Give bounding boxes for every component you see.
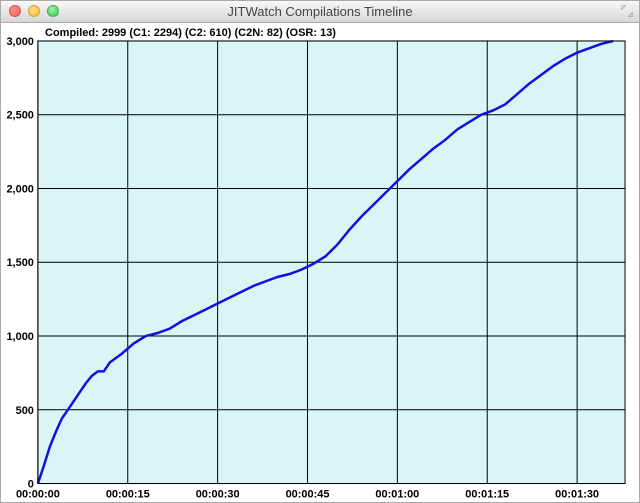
x-axis-labels: 00:00:00 00:00:15 00:00:30 00:00:45 00:01:00… bbox=[16, 488, 599, 500]
svg-text:1,500: 1,500 bbox=[6, 257, 33, 269]
svg-text:2,500: 2,500 bbox=[6, 109, 33, 121]
titlebar[interactable]: JITWatch Compilations Timeline bbox=[1, 1, 639, 23]
svg-text:1,000: 1,000 bbox=[6, 331, 33, 343]
chart-area: Compiled: 2999 (C1: 2294) (C2: 610) (C2N… bbox=[1, 23, 639, 502]
traffic-lights bbox=[1, 5, 59, 17]
y-axis-labels: 05001,0001,5002,0002,5003,000 bbox=[6, 35, 33, 490]
svg-text:00:00:15: 00:00:15 bbox=[106, 488, 150, 500]
svg-text:00:00:45: 00:00:45 bbox=[286, 488, 330, 500]
app-window: JITWatch Compilations Timeline Compiled:… bbox=[0, 0, 640, 503]
svg-text:2,000: 2,000 bbox=[6, 183, 33, 195]
compilation-status-text: Compiled: 2999 (C1: 2294) (C2: 610) (C2N… bbox=[45, 27, 336, 39]
fullscreen-icon[interactable] bbox=[621, 5, 633, 17]
zoom-icon[interactable] bbox=[47, 5, 59, 17]
svg-text:00:00:30: 00:00:30 bbox=[196, 488, 240, 500]
svg-text:00:00:00: 00:00:00 bbox=[16, 488, 60, 500]
svg-text:00:01:00: 00:01:00 bbox=[375, 488, 419, 500]
svg-text:00:01:30: 00:01:30 bbox=[555, 488, 599, 500]
svg-text:00:01:15: 00:01:15 bbox=[465, 488, 509, 500]
window-title: JITWatch Compilations Timeline bbox=[1, 4, 639, 19]
minimize-icon[interactable] bbox=[28, 5, 40, 17]
timeline-chart: 05001,0001,5002,0002,5003,000 00:00:0000… bbox=[1, 23, 639, 502]
close-icon[interactable] bbox=[9, 5, 21, 17]
svg-text:3,000: 3,000 bbox=[6, 35, 33, 47]
svg-text:500: 500 bbox=[16, 404, 34, 416]
